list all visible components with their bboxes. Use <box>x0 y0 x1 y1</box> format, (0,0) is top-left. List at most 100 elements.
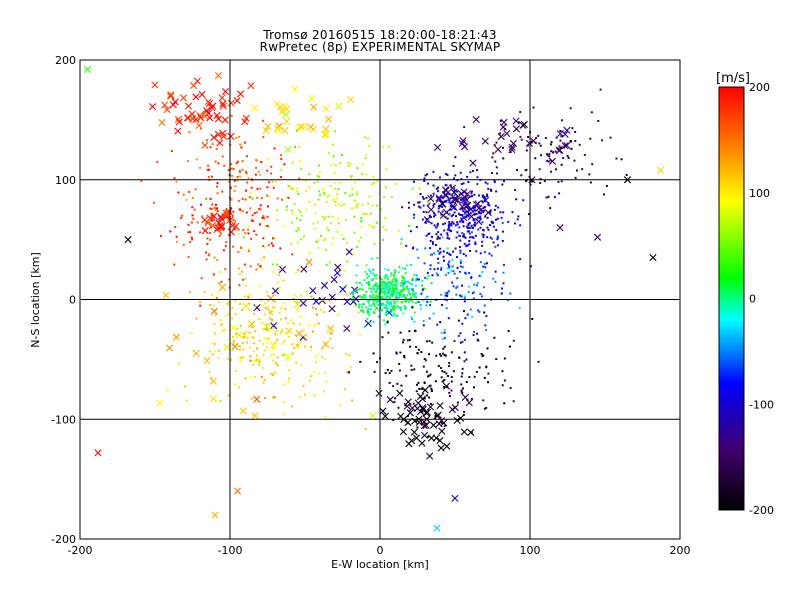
data-point-dot <box>435 233 438 236</box>
data-point-dot <box>372 285 375 288</box>
data-point-dot <box>442 255 445 258</box>
data-point-dot <box>375 274 378 277</box>
data-point-dot <box>475 213 478 216</box>
data-point-dot <box>432 184 435 187</box>
data-point-dot <box>363 303 366 306</box>
data-point-dot <box>490 172 493 175</box>
data-point-dot <box>397 305 400 308</box>
data-point-dot <box>323 193 326 196</box>
data-point-dot <box>387 281 390 284</box>
data-point-dot <box>376 284 379 287</box>
data-point-dot <box>425 370 428 373</box>
data-point-dot <box>290 221 293 224</box>
data-point-dot <box>437 204 440 207</box>
data-point-cross <box>461 393 469 401</box>
data-point-dot <box>537 360 540 363</box>
data-point-dot <box>279 318 282 321</box>
data-point-dot <box>403 282 406 285</box>
data-point-dot <box>473 283 476 286</box>
x-tick-label: -100 <box>218 544 243 557</box>
data-point-dot <box>238 386 241 389</box>
data-point-cross <box>219 100 227 108</box>
data-point-cross <box>195 121 203 129</box>
data-point-dot <box>304 179 307 182</box>
data-point-dot <box>386 292 389 295</box>
data-point-dot <box>390 310 393 313</box>
data-point-cross <box>328 305 336 313</box>
data-point-dot <box>492 221 495 224</box>
data-point-dot <box>237 199 240 202</box>
data-point-dot <box>527 135 530 138</box>
data-point-dot <box>407 281 410 284</box>
colorbar-tick-label: 0 <box>749 293 756 306</box>
data-point-dot <box>273 306 276 309</box>
data-point-dot <box>453 187 456 190</box>
data-point-dot <box>370 271 373 274</box>
data-point-dot <box>468 213 471 216</box>
data-point-dot <box>474 224 477 227</box>
data-point-dot <box>221 155 224 158</box>
data-point-dot <box>308 252 311 255</box>
data-point-cross <box>322 340 330 348</box>
data-point-dot <box>291 405 294 408</box>
data-point-dot <box>353 231 356 234</box>
data-point-dot <box>322 390 325 393</box>
data-point-dot <box>413 311 416 314</box>
data-point-cross <box>197 114 205 122</box>
data-point-dot <box>363 136 366 139</box>
data-point-dot <box>468 376 471 379</box>
data-point-dot <box>469 227 472 230</box>
data-point-dot <box>272 396 275 399</box>
data-point-dot <box>401 279 404 282</box>
data-point-dot <box>464 295 467 298</box>
data-point-cross <box>469 159 477 167</box>
data-point-dot <box>461 207 464 210</box>
data-point-dot <box>349 194 352 197</box>
data-point-dot <box>245 155 248 158</box>
data-point-dot <box>217 162 220 165</box>
data-point-dot <box>440 268 443 271</box>
data-point-dot <box>359 333 362 336</box>
data-point-dot <box>428 385 431 388</box>
data-point-dot <box>231 335 234 338</box>
data-point-dot <box>459 261 462 264</box>
data-point-dot <box>574 176 577 179</box>
data-point-dot <box>554 150 557 153</box>
data-point-dot <box>293 347 296 350</box>
data-point-dot <box>350 175 353 178</box>
data-point-dot <box>185 198 188 201</box>
data-point-dot <box>415 226 418 229</box>
data-point-cross <box>494 145 502 153</box>
data-point-dot <box>393 268 396 271</box>
data-point-dot <box>433 203 436 206</box>
data-point-dot <box>284 331 287 334</box>
data-point-dot <box>484 181 487 184</box>
data-point-dot <box>419 304 422 307</box>
data-point-dot <box>257 170 260 173</box>
data-point-dot <box>408 338 411 341</box>
data-point-dot <box>299 210 302 213</box>
data-point-dot <box>214 160 217 163</box>
data-point-dot <box>287 380 290 383</box>
data-point-dot <box>388 303 391 306</box>
data-point-dot <box>392 288 395 291</box>
data-point-dot <box>443 354 446 357</box>
data-point-dot <box>465 358 468 361</box>
data-point-dot <box>240 247 243 250</box>
data-point-dot <box>443 378 446 381</box>
data-point-dot <box>495 358 498 361</box>
data-point-dot <box>421 299 424 302</box>
data-point-dot <box>443 385 446 388</box>
data-point-dot <box>386 321 389 324</box>
data-point-dot <box>213 343 216 346</box>
data-point-dot <box>249 359 252 362</box>
data-point-dot <box>406 280 409 283</box>
data-point-dot <box>387 289 390 292</box>
data-point-dot <box>445 200 448 203</box>
data-point-dot <box>362 295 365 298</box>
data-point-dot <box>560 163 563 166</box>
data-point-dot <box>271 306 274 309</box>
data-point-dot <box>344 219 347 222</box>
data-point-dot <box>431 274 434 277</box>
data-point-dot <box>391 284 394 287</box>
